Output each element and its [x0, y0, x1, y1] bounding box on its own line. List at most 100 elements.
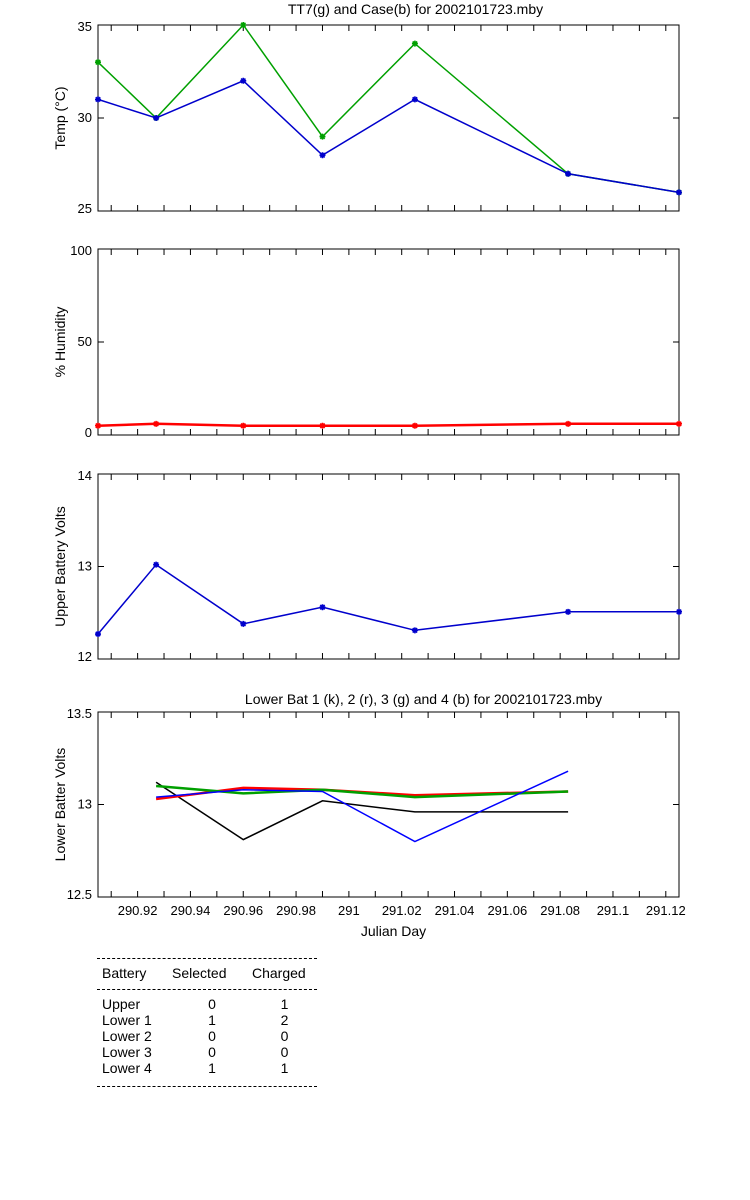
- table-body: Upper 0 1 Lower 1 1 2 Lower 2 0 0 Lower …: [97, 996, 317, 1076]
- x-tick-label: 290.94: [171, 903, 211, 918]
- battery-name: Lower 1: [102, 1012, 152, 1028]
- plot-frame: [97, 711, 680, 898]
- data-point: [411, 422, 418, 429]
- data-point: [565, 608, 572, 615]
- y-tick-label: 13: [78, 559, 92, 574]
- plot-frame: [97, 473, 680, 660]
- chart-panel-3: 12 13 14 Upper Battery Volts: [52, 468, 682, 664]
- data-point: [240, 22, 247, 28]
- data-point: [676, 608, 682, 615]
- table-row: Lower 4 1 1: [97, 1060, 317, 1076]
- table-bottom-rule: [97, 1086, 317, 1087]
- y-tick-label: 50: [78, 334, 92, 349]
- x-tick-label: 291.06: [487, 903, 527, 918]
- x-tick-label: 290.98: [276, 903, 316, 918]
- selected-value: 1: [208, 1060, 216, 1076]
- data-point: [319, 133, 326, 140]
- chart-title: Lower Bat 1 (k), 2 (r), 3 (g) and 4 (b) …: [245, 691, 602, 707]
- y-axis-label: Temp (°C): [52, 86, 68, 149]
- header-battery: Battery: [102, 965, 147, 981]
- header-selected: Selected: [172, 965, 227, 981]
- data-point: [319, 422, 326, 429]
- y-tick-label: 12: [78, 649, 92, 664]
- data-point: [153, 561, 160, 568]
- y-tick-label: 13.5: [67, 706, 92, 721]
- y-tick-label: 25: [78, 201, 92, 216]
- data-point: [411, 627, 418, 634]
- table-header-row: Battery Selected Charged: [97, 963, 317, 983]
- y-tick-label: 13: [78, 797, 92, 812]
- x-tick-label: 291.12: [646, 903, 686, 918]
- y-tick-label: 35: [78, 19, 92, 34]
- data-point: [153, 115, 160, 121]
- selected-value: 0: [208, 1044, 216, 1060]
- y-tick-label: 0: [85, 425, 92, 440]
- data-point: [240, 620, 247, 627]
- data-point: [240, 422, 247, 429]
- y-tick-label: 100: [70, 243, 92, 258]
- data-point: [319, 604, 326, 611]
- charged-value: 1: [280, 996, 289, 1012]
- table-header-rule: [97, 989, 317, 990]
- selected-value: 0: [208, 1028, 216, 1044]
- data-point: [676, 189, 682, 196]
- data-point: [565, 420, 572, 427]
- charged-value: 0: [280, 1044, 289, 1060]
- x-tick-label: 290.96: [223, 903, 263, 918]
- data-point: [95, 422, 101, 429]
- x-axis-label: Julian Day: [361, 923, 426, 939]
- battery-table: Battery Selected Charged Upper 0 1 Lower…: [97, 958, 317, 1087]
- data-point: [95, 59, 101, 66]
- data-point: [676, 420, 682, 427]
- charged-value: 0: [280, 1028, 289, 1044]
- data-point: [565, 170, 572, 177]
- plot-frame: [97, 24, 680, 212]
- table-row: Lower 1 1 2: [97, 1012, 317, 1028]
- series-line-humidity: [97, 422, 679, 427]
- x-tick-label: 291: [338, 903, 360, 918]
- series-line-lower-4: [156, 770, 569, 843]
- x-tick-label: 291.04: [435, 903, 475, 918]
- x-tick-label: 290.92: [118, 903, 158, 918]
- y-tick-label: 12.5: [67, 887, 92, 902]
- chart-title: TT7(g) and Case(b) for 2002101723.mby: [288, 1, 543, 17]
- chart-panel-1: 25 30 35 Temp (°C) TT7(g) and Case(b) for 20…: [52, 1, 682, 216]
- selected-value: 1: [208, 1012, 216, 1028]
- chart-panel-2: 0 50 100 % Humidity: [52, 243, 682, 440]
- table-row: Lower 2 0 0: [97, 1028, 317, 1044]
- x-tick-label: 291.1: [597, 903, 630, 918]
- battery-name: Upper: [102, 996, 141, 1012]
- x-tick-label: 291.08: [540, 903, 580, 918]
- series-line-lower-3: [155, 784, 569, 799]
- y-tick-label: 30: [78, 110, 92, 125]
- table-top-rule: [97, 958, 317, 959]
- data-point: [411, 96, 418, 103]
- data-point: [411, 40, 418, 47]
- selected-value: 0: [208, 996, 216, 1012]
- x-tick-label: 291.02: [382, 903, 422, 918]
- y-axis-label: Upper Battery Volts: [52, 506, 68, 627]
- series-line-case: [97, 79, 680, 194]
- series-line-tt7: [97, 23, 680, 194]
- series-line-upper: [97, 563, 679, 635]
- header-charged: Charged: [252, 965, 306, 981]
- chart-panel-4: 12.5 13 13.5 Lower Batter Volts Lower Bat 1 …: [52, 691, 686, 939]
- table-row: Upper 0 1: [97, 996, 317, 1012]
- y-tick-label: 14: [78, 468, 92, 483]
- series-line-lower-1: [155, 781, 569, 841]
- y-axis-label: Lower Batter Volts: [52, 748, 68, 862]
- plot-frame: [97, 248, 680, 436]
- charged-value: 1: [280, 1060, 289, 1076]
- data-point: [240, 77, 247, 84]
- table-row: Lower 3 0 0: [97, 1044, 317, 1060]
- data-point: [95, 96, 101, 103]
- data-point: [95, 631, 101, 638]
- battery-name: Lower 4: [102, 1060, 152, 1076]
- data-point: [319, 152, 326, 159]
- charged-value: 2: [280, 1012, 289, 1028]
- data-point: [153, 420, 160, 427]
- y-axis-label: % Humidity: [52, 307, 68, 378]
- charts-figure: 25 30 35 Temp (°C) TT7(g) and Case(b) for 20…: [52, 1, 686, 939]
- battery-name: Lower 3: [102, 1044, 152, 1060]
- battery-name: Lower 2: [102, 1028, 152, 1044]
